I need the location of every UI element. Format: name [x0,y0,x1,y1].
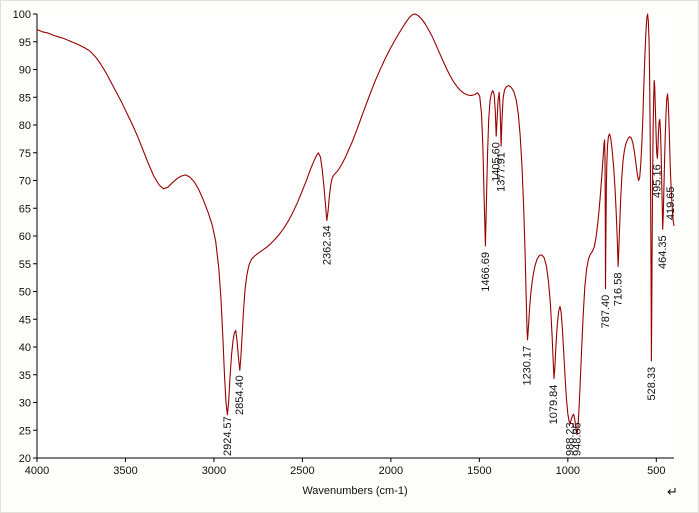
y-tick-label: 70 [19,176,31,188]
y-tick-label: 40 [19,342,31,354]
peak-label: 419.65 [665,187,677,221]
x-axis-title: Wavenumbers (cm-1) [302,485,407,497]
y-tick-label: 45 [19,314,31,326]
y-tick-label: 20 [19,453,31,465]
peak-label: 2854.40 [234,375,246,415]
peak-label: 1230.17 [522,346,534,386]
x-tick-label: 1500 [467,465,491,477]
y-tick-label: 25 [19,425,31,437]
y-tick-label: 95 [19,37,31,49]
x-tick-label: 2500 [290,465,314,477]
x-tick-label: 500 [647,465,665,477]
y-tick-label: 90 [19,65,31,77]
y-tick-label: 85 [19,92,31,104]
paragraph-return-mark: ↵ [667,484,678,499]
peak-label: 1466.69 [480,252,492,292]
y-tick-label: 50 [19,287,31,299]
peak-label: 787.40 [600,295,612,329]
peak-label: 988.23 [564,422,576,456]
peak-label: 495.16 [652,164,664,198]
plot-area [37,14,674,458]
peak-label: 1405.60 [491,142,503,182]
peak-label: 1377.91 [495,152,507,192]
x-tick-label: 2000 [379,465,403,477]
y-tick-label: 55 [19,259,31,271]
x-tick-label: 3000 [202,465,226,477]
peak-label: 1079.84 [548,385,560,425]
y-tick-label: 80 [19,120,31,132]
y-tick-label: 65 [19,203,31,215]
x-tick-label: 1000 [556,465,580,477]
peak-label: 464.35 [657,235,669,269]
peak-label: 528.33 [646,367,658,401]
y-tick-label: 60 [19,231,31,243]
peak-label: 2924.57 [222,416,234,456]
x-tick-label: 3500 [113,465,137,477]
peak-label: 948.85 [571,422,583,456]
spectrum-trace [36,13,675,436]
y-tick-label: 75 [19,148,31,160]
peak-label: 716.58 [612,273,624,307]
y-tick-label: 30 [19,398,31,410]
peak-label: 2362.34 [321,225,333,265]
y-tick-label: 100 [13,9,31,21]
y-tick-label: 35 [19,370,31,382]
generated-chart-content: 4000 3500 3000 2500 2000 1500 1000 500 100 95 90 85… [13,9,677,477]
x-tick-label: 4000 [25,465,49,477]
